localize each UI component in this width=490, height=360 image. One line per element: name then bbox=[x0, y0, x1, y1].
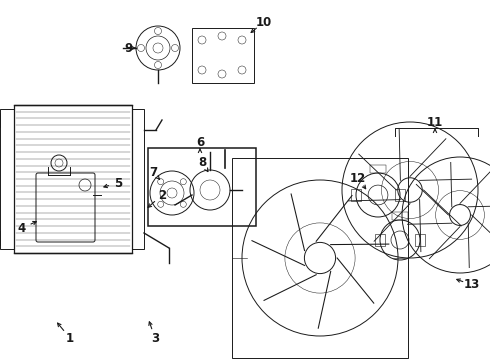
Bar bbox=[370, 165, 386, 173]
Text: 7: 7 bbox=[149, 166, 157, 179]
Bar bbox=[232, 158, 408, 358]
Bar bbox=[392, 212, 408, 220]
Bar bbox=[192, 28, 254, 83]
Text: 10: 10 bbox=[256, 15, 272, 28]
Bar bbox=[351, 189, 361, 201]
Text: 5: 5 bbox=[114, 176, 122, 189]
Text: 1: 1 bbox=[66, 332, 74, 345]
Bar bbox=[415, 234, 425, 246]
Bar bbox=[14, 105, 132, 253]
Text: 9: 9 bbox=[124, 41, 132, 54]
Text: 11: 11 bbox=[427, 116, 443, 129]
Text: 6: 6 bbox=[196, 135, 204, 149]
Bar bbox=[375, 234, 385, 246]
Text: 8: 8 bbox=[198, 156, 206, 168]
Text: 13: 13 bbox=[464, 279, 480, 292]
Bar bbox=[132, 109, 144, 249]
Text: 2: 2 bbox=[158, 189, 166, 202]
Bar bbox=[0, 109, 14, 249]
Bar bbox=[148, 148, 256, 226]
Text: 4: 4 bbox=[18, 221, 26, 234]
Text: 3: 3 bbox=[151, 332, 159, 345]
Text: 12: 12 bbox=[350, 171, 366, 185]
Bar bbox=[395, 189, 405, 201]
